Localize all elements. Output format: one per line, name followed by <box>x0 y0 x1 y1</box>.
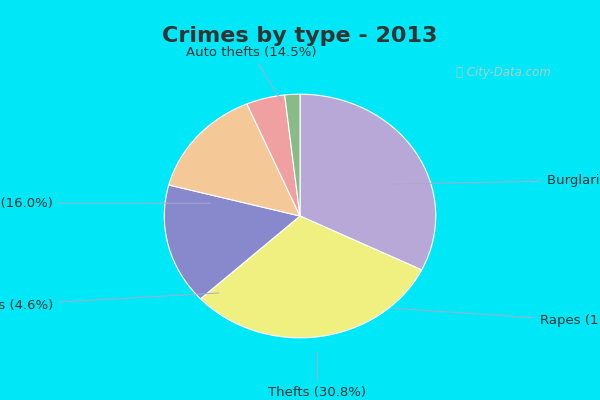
Wedge shape <box>169 104 300 216</box>
Wedge shape <box>247 95 300 216</box>
Text: Burglaries (32.3%): Burglaries (32.3%) <box>390 174 600 187</box>
Text: Assaults (16.0%): Assaults (16.0%) <box>0 197 210 210</box>
Text: Thefts (30.8%): Thefts (30.8%) <box>268 353 367 399</box>
Text: Robberies (4.6%): Robberies (4.6%) <box>0 293 219 312</box>
Wedge shape <box>164 185 300 299</box>
Wedge shape <box>200 216 422 338</box>
Text: Crimes by type - 2013: Crimes by type - 2013 <box>163 26 437 46</box>
Wedge shape <box>300 94 436 270</box>
Text: Rapes (1.8%): Rapes (1.8%) <box>393 308 600 328</box>
Wedge shape <box>284 94 300 216</box>
Text: ⓘ City-Data.com: ⓘ City-Data.com <box>455 66 551 78</box>
Text: Auto thefts (14.5%): Auto thefts (14.5%) <box>186 46 317 101</box>
